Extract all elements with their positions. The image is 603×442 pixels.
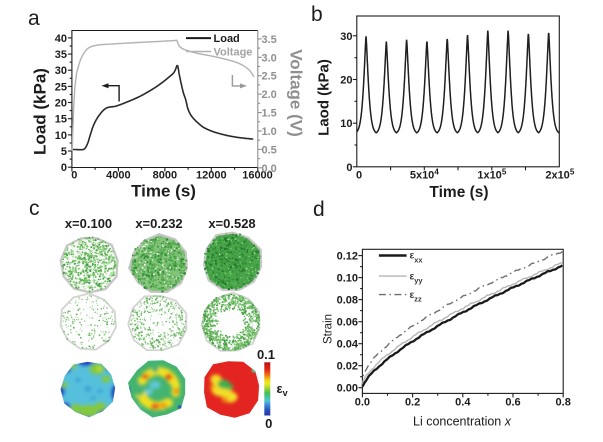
svg-text:20: 20 [55,98,67,110]
svg-text:Load: Load [214,33,240,45]
svg-text:0.2: 0.2 [405,397,420,409]
svg-text:30: 30 [340,31,352,43]
svg-text:c: c [29,197,40,220]
svg-text:x=0.232: x=0.232 [135,216,182,231]
svg-text:1x105: 1x105 [477,168,506,182]
svg-text:2.0: 2.0 [262,89,277,101]
svg-text:0.0: 0.0 [355,397,370,409]
svg-text:x=0.100: x=0.100 [65,216,112,231]
svg-text:0.1: 0.1 [257,347,275,362]
svg-text:b: b [311,3,323,26]
svg-text:30: 30 [55,65,67,77]
svg-text:0.04: 0.04 [337,339,359,351]
svg-text:20: 20 [340,75,352,87]
svg-text:35: 35 [55,49,67,61]
svg-text:0: 0 [61,162,67,174]
svg-text:Voltage (V): Voltage (V) [287,49,306,137]
svg-text:Time (s): Time (s) [429,184,488,201]
svg-text:Laod (kPa): Laod (kPa) [316,59,333,136]
svg-text:40: 40 [55,33,67,45]
svg-text:Li concentration x: Li concentration x [413,415,512,429]
svg-text:2.5: 2.5 [262,71,277,83]
svg-text:εv: εv [277,381,288,398]
svg-text:15: 15 [55,114,67,126]
svg-text:16000: 16000 [242,170,273,182]
svg-text:12000: 12000 [196,170,227,182]
svg-text:0.02: 0.02 [337,361,358,373]
svg-text:1.5: 1.5 [262,108,277,120]
svg-text:0.5: 0.5 [262,144,277,156]
svg-text:2x105: 2x105 [545,168,574,182]
svg-text:0.6: 0.6 [505,397,520,409]
svg-text:d: d [313,198,325,221]
svg-text:10: 10 [55,130,67,142]
svg-text:0: 0 [265,416,272,431]
svg-text:25: 25 [55,81,67,93]
svg-text:0.06: 0.06 [337,317,358,329]
svg-text:10: 10 [340,118,352,130]
svg-text:0.4: 0.4 [455,397,471,409]
svg-text:0.00: 0.00 [337,383,358,395]
svg-text:0: 0 [356,170,362,182]
svg-text:5x104: 5x104 [410,168,439,182]
svg-text:5: 5 [61,146,67,158]
svg-text:0.0: 0.0 [262,163,277,175]
svg-text:0.10: 0.10 [337,273,358,285]
svg-text:0: 0 [346,162,352,174]
svg-text:3.5: 3.5 [262,34,277,46]
svg-text:Load (kPa): Load (kPa) [31,68,50,155]
svg-text:0.08: 0.08 [337,295,358,307]
svg-text:1.0: 1.0 [262,126,277,138]
svg-text:a: a [28,7,40,30]
svg-text:4000: 4000 [106,170,130,182]
svg-text:Strain: Strain [323,314,335,344]
svg-text:8000: 8000 [153,170,177,182]
svg-text:3.0: 3.0 [262,52,277,64]
svg-text:Voltage: Voltage [214,46,253,58]
svg-text:0: 0 [71,170,77,182]
svg-text:0.12: 0.12 [337,251,358,263]
svg-text:x=0.528: x=0.528 [208,216,255,231]
svg-text:Time (s): Time (s) [131,182,196,201]
svg-text:0.8: 0.8 [556,397,571,409]
